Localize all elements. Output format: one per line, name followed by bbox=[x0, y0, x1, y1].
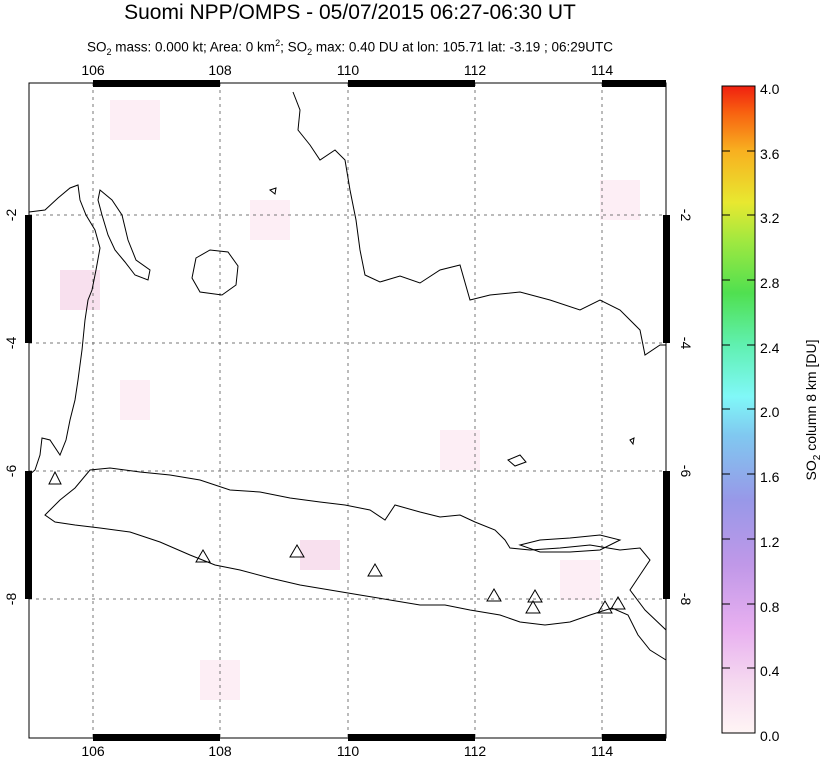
colorbar-tick-label: 2.0 bbox=[760, 404, 780, 420]
colorbar-tick-label: 4.0 bbox=[760, 81, 780, 97]
coastlines bbox=[28, 91, 667, 661]
subtitle-so: SO bbox=[86, 39, 107, 55]
colorbar-tick-label: 3.2 bbox=[760, 210, 780, 226]
triangle-icon bbox=[195, 549, 211, 563]
madura-coast bbox=[518, 534, 622, 553]
colorbar-tick-label: 1.6 bbox=[760, 469, 780, 485]
colorbar-title: SO2 column 8 km [DU] bbox=[803, 340, 823, 481]
triangle-icon bbox=[367, 563, 383, 577]
lat-label: -4 bbox=[3, 337, 19, 350]
lon-label: 114 bbox=[591, 743, 614, 759]
so2-pixels bbox=[60, 100, 640, 700]
colorbar-title-so: SO bbox=[803, 460, 819, 480]
lon-label: 106 bbox=[81, 743, 105, 759]
volcano-markers bbox=[48, 470, 626, 614]
colorbar-labels: 4.0 3.6 3.2 2.8 2.4 2.0 1.6 1.2 0.8 0.4 … bbox=[760, 81, 780, 744]
lat-label: -8 bbox=[678, 593, 694, 606]
subtitle-sub: 2 bbox=[106, 47, 112, 58]
lat-label: -4 bbox=[678, 337, 694, 350]
bangka-coast bbox=[97, 189, 151, 281]
triangle-icon bbox=[610, 596, 626, 610]
lon-label: 108 bbox=[208, 62, 232, 78]
belitung-coast bbox=[191, 249, 239, 296]
map-frame bbox=[25, 80, 670, 741]
lat-labels-left: -2 -4 -6 -8 bbox=[3, 209, 19, 606]
colorbar-tick-label: 0.0 bbox=[760, 728, 780, 744]
lon-label: 106 bbox=[81, 62, 105, 78]
lat-label: -6 bbox=[678, 465, 694, 478]
lon-label: 114 bbox=[591, 62, 614, 78]
map-subtitle: SO2 mass: 0.000 kt; Area: 0 km2; SO2 max… bbox=[0, 34, 700, 61]
colorbar-tick-label: 0.8 bbox=[760, 599, 780, 615]
triangle-icon bbox=[289, 544, 305, 558]
subtitle-so2: ; SO bbox=[280, 39, 308, 55]
lat-label: -8 bbox=[3, 593, 19, 606]
triangle-icon bbox=[527, 589, 543, 603]
lon-label: 112 bbox=[464, 62, 487, 78]
island-1 bbox=[507, 454, 527, 467]
island-2 bbox=[268, 187, 277, 195]
colorbar-ticks bbox=[722, 85, 755, 734]
subtitle-sub2: 2 bbox=[307, 47, 313, 58]
sumatra-coast bbox=[28, 184, 101, 476]
triangle-icon bbox=[48, 470, 62, 485]
colorbar-title-rest: column 8 km [DU] bbox=[803, 340, 819, 455]
colorbar-tick-label: 2.4 bbox=[760, 340, 780, 356]
subtitle-mass-area: mass: 0.000 kt; Area: 0 km bbox=[111, 39, 276, 55]
lon-labels-top: 106 108 110 112 114 bbox=[81, 62, 613, 78]
map-title: Suomi NPP/OMPS - 05/07/2015 06:27-06:30 … bbox=[124, 1, 576, 24]
triangle-icon bbox=[486, 588, 502, 602]
lon-label: 110 bbox=[337, 743, 360, 759]
triangle-icon bbox=[597, 600, 613, 614]
borneo-coast bbox=[292, 91, 666, 356]
triangle-icon bbox=[525, 600, 541, 614]
lat-label: -6 bbox=[3, 465, 19, 478]
java-coast bbox=[44, 467, 667, 661]
colorbar-tick-label: 0.4 bbox=[760, 663, 780, 679]
colorbar-tick-label: 1.2 bbox=[760, 534, 780, 550]
lat-labels-right: -2 -4 -6 -8 bbox=[678, 209, 694, 606]
colorbar-tick-label: 3.6 bbox=[760, 146, 780, 162]
lon-label: 112 bbox=[464, 743, 487, 759]
lon-label: 110 bbox=[337, 62, 360, 78]
lon-labels-bottom: 106 108 110 112 114 bbox=[81, 743, 613, 759]
lon-label: 108 bbox=[208, 743, 232, 759]
colorbar-tick-label: 2.8 bbox=[760, 275, 780, 291]
subtitle-max: max: 0.40 DU at lon: 105.71 lat: -3.19 ;… bbox=[312, 39, 614, 55]
island-3 bbox=[629, 437, 635, 446]
lat-label: -2 bbox=[3, 209, 19, 222]
colorbar-title-sub: 2 bbox=[812, 454, 823, 460]
lat-label: -2 bbox=[678, 209, 694, 222]
subtitle-sup: 2 bbox=[275, 38, 281, 48]
